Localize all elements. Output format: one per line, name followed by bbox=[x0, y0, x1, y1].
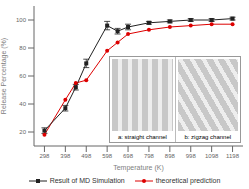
svg-text:40: 40 bbox=[19, 101, 26, 107]
svg-text:698: 698 bbox=[123, 153, 134, 159]
svg-text:80: 80 bbox=[19, 45, 26, 51]
svg-text:598: 598 bbox=[102, 153, 113, 159]
svg-text:Release Percentage (%): Release Percentage (%) bbox=[8, 38, 9, 114]
svg-text:998: 998 bbox=[186, 153, 197, 159]
svg-text:298: 298 bbox=[39, 153, 50, 159]
svg-text:100: 100 bbox=[16, 17, 27, 23]
html-text:theoretical prediction: theoretical prediction bbox=[155, 177, 221, 184]
svg-text:898: 898 bbox=[165, 153, 176, 159]
svg-text:Temperature (K): Temperature (K) bbox=[113, 164, 164, 172]
svg-text:60: 60 bbox=[19, 73, 26, 79]
html-text:Result of MD Simulation: Result of MD Simulation bbox=[49, 177, 125, 184]
svg-text:20: 20 bbox=[19, 129, 26, 135]
svg-text:398: 398 bbox=[60, 153, 71, 159]
html-text:b: zigzag channel: b: zigzag channel bbox=[184, 134, 232, 141]
svg-text:1098: 1098 bbox=[205, 153, 219, 159]
svg-text:798: 798 bbox=[144, 153, 155, 159]
svg-text:498: 498 bbox=[81, 153, 92, 159]
html-text:a: straight channel: a: straight channel bbox=[117, 134, 167, 141]
svg-text:1198: 1198 bbox=[226, 153, 240, 159]
